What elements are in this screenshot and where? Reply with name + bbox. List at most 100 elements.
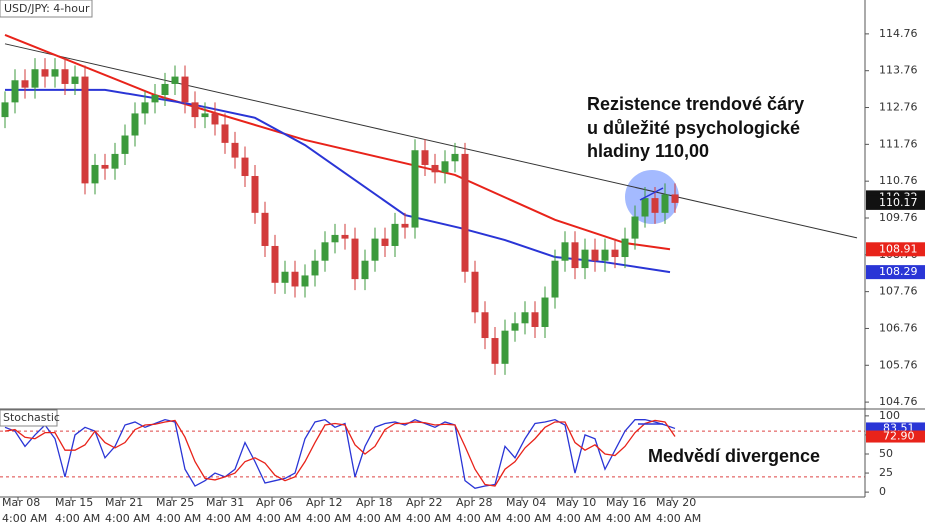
- value-label: 72.90: [883, 430, 915, 443]
- candle-body: [251, 176, 259, 213]
- candle-body: [111, 153, 119, 169]
- candle-body: [211, 113, 219, 125]
- indicator-box: [0, 409, 58, 427]
- candle-body: [141, 102, 149, 114]
- y-tick-label: 105.76: [879, 358, 918, 371]
- annotation: u důležité psychologické: [587, 118, 800, 138]
- candle-body: [601, 249, 609, 261]
- candle-body: [161, 83, 169, 96]
- y-tick-label: 106.76: [879, 321, 918, 334]
- candle-body: [61, 69, 69, 84]
- candle-body: [471, 271, 479, 313]
- stochastic-line: [4, 419, 676, 487]
- candle-body: [341, 234, 349, 239]
- x-tick-time-label: 4:00 AM: [306, 512, 351, 525]
- candle-body: [101, 164, 109, 169]
- x-tick-time-label: 4:00 AM: [356, 512, 401, 525]
- candle-body: [361, 260, 369, 280]
- candle-body: [51, 69, 59, 77]
- trend-line: [4, 43, 858, 239]
- candle-body: [651, 198, 659, 213]
- x-tick-label: Mar 15: [55, 496, 93, 509]
- annotation: Rezistence trendové čáry: [587, 94, 804, 114]
- candle-body: [421, 150, 429, 165]
- x-tick-label: May 10: [556, 496, 596, 509]
- candle-body: [91, 164, 99, 184]
- candle-body: [401, 223, 409, 228]
- candle-body: [181, 76, 189, 103]
- price-label-box: [866, 265, 925, 280]
- x-tick-time-label: 4:00 AM: [156, 512, 201, 525]
- candle-body: [451, 153, 459, 162]
- x-tick-time-label: 4:00 AM: [406, 512, 451, 525]
- candle-body: [541, 297, 549, 327]
- candle-body: [261, 212, 269, 246]
- candle-body: [31, 69, 39, 88]
- x-tick-label: Apr 18: [356, 496, 393, 509]
- indicator-title: Stochastic: [3, 411, 60, 424]
- price-label: 108.91: [879, 242, 918, 255]
- x-tick-time-label: 4:00 AM: [55, 512, 100, 525]
- candle-body: [561, 242, 569, 261]
- candle-body: [551, 260, 559, 298]
- y-tick-label: 110.76: [879, 174, 918, 187]
- candle-body: [531, 312, 539, 327]
- candle-body: [661, 194, 669, 213]
- y-tick-label: 104.76: [879, 395, 918, 408]
- candle-body: [131, 113, 139, 136]
- candle-body: [241, 157, 249, 177]
- candle-body: [21, 80, 29, 88]
- x-tick-time-label: 4:00 AM: [105, 512, 150, 525]
- x-tick-label: Mar 08: [2, 496, 40, 509]
- candle-body: [581, 249, 589, 269]
- candle-body: [571, 242, 579, 269]
- candle-body: [71, 76, 79, 84]
- candle-body: [501, 330, 509, 364]
- candle-body: [231, 142, 239, 158]
- candle-body: [41, 69, 49, 77]
- price-label: 110.17: [879, 196, 918, 209]
- candle-body: [331, 234, 339, 243]
- x-tick-label: Apr 12: [306, 496, 343, 509]
- x-tick-label: Apr 28: [456, 496, 493, 509]
- candle-body: [381, 238, 389, 246]
- candle-body: [201, 113, 209, 118]
- candle-body: [411, 150, 419, 228]
- y-tick-label: 0: [879, 485, 886, 498]
- y-tick-label: 111.76: [879, 137, 918, 150]
- candle-body: [121, 135, 129, 154]
- x-tick-label: May 20: [656, 496, 696, 509]
- candle-body: [311, 260, 319, 276]
- candle-body: [1, 102, 9, 118]
- candle-body: [511, 323, 519, 331]
- candle-body: [641, 198, 649, 217]
- candle-body: [271, 245, 279, 283]
- annotation: hladiny 110,00: [587, 141, 709, 161]
- candle-body: [391, 223, 399, 246]
- price-panel: 104.76105.76106.76107.76108.76109.76110.…: [1, 27, 925, 408]
- y-tick-label: 107.76: [879, 285, 918, 298]
- y-tick-label: 114.76: [879, 27, 918, 40]
- y-tick-label: 50: [879, 447, 893, 460]
- candle-body: [631, 216, 639, 239]
- stochastic-line: [4, 418, 676, 490]
- candle-body: [291, 271, 299, 287]
- candle-body: [301, 275, 309, 287]
- price-label-box: [866, 195, 925, 210]
- candle-body: [81, 76, 89, 184]
- candle-body: [371, 238, 379, 261]
- candle-body: [151, 95, 159, 103]
- x-tick-label: Apr 06: [256, 496, 293, 509]
- x-tick-label: May 04: [506, 496, 546, 509]
- candle-body: [441, 161, 449, 173]
- candle-body: [171, 76, 179, 84]
- x-tick-label: Mar 21: [105, 496, 143, 509]
- x-tick-time-label: 4:00 AM: [656, 512, 701, 525]
- y-tick-label: 100: [879, 409, 900, 422]
- x-tick-time-label: 4:00 AM: [506, 512, 551, 525]
- candle-body: [191, 102, 199, 118]
- divergence-line-price: [639, 187, 664, 201]
- candle-body: [621, 238, 629, 258]
